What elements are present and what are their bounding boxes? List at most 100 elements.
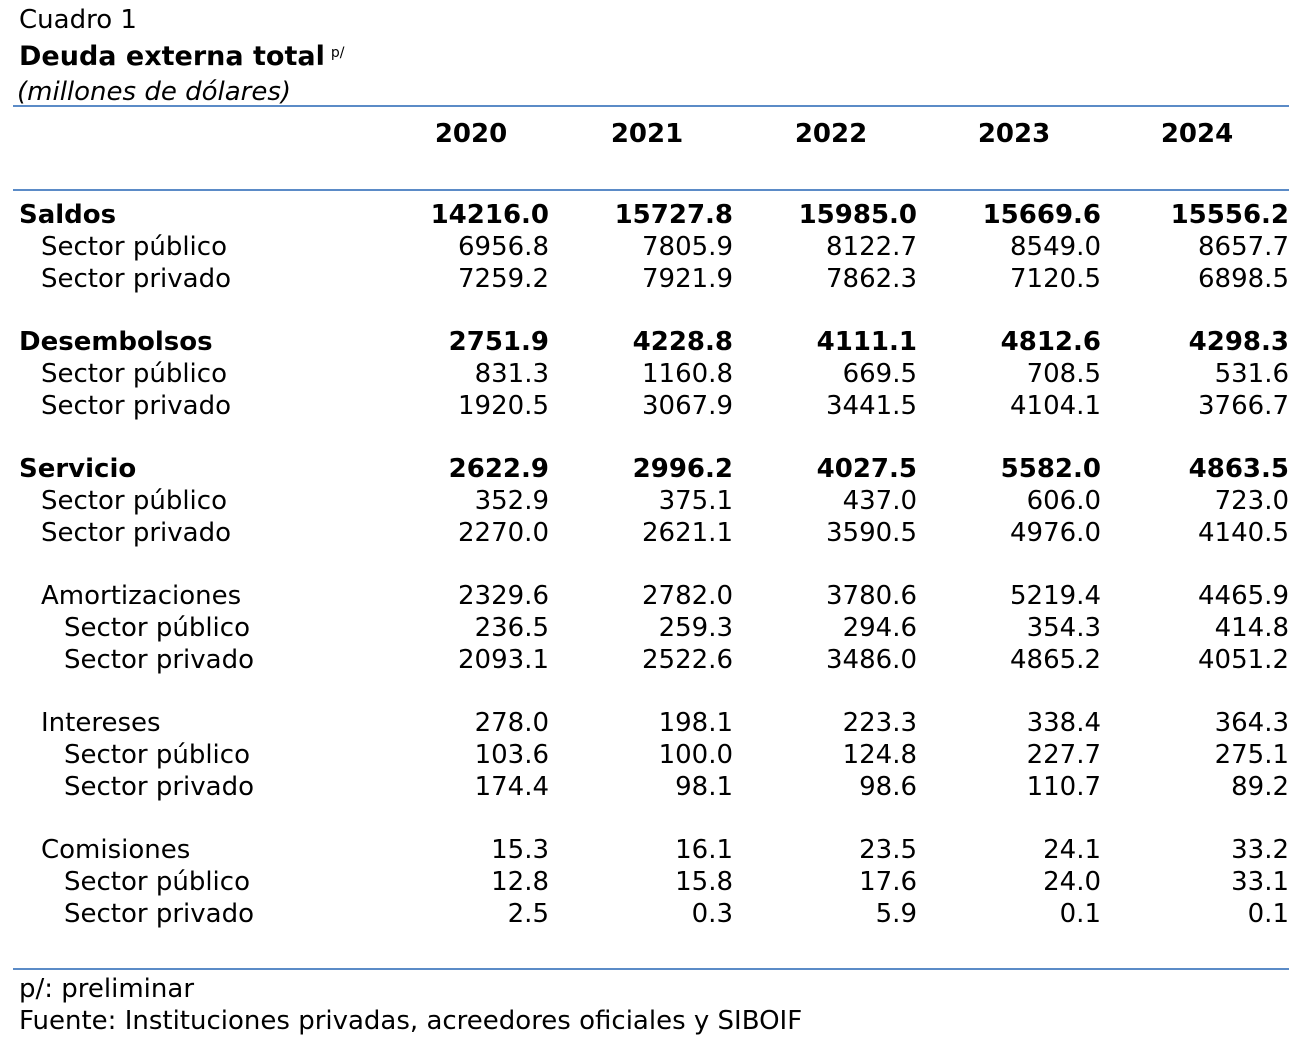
value-cell: 8122.7 xyxy=(826,231,917,262)
row-label: Sector privado xyxy=(41,390,231,421)
value-cell: 8549.0 xyxy=(1010,231,1101,262)
table-row: Desembolsos 2751.9 4228.8 4111.1 4812.6 4298.… xyxy=(13,327,1289,359)
table-row: Sector público 103.6 100.0 124.8 227.7 275.1 xyxy=(13,740,1289,772)
value-cell: 278.0 xyxy=(474,708,549,738)
table-row: Sector privado 7259.2 7921.9 7862.3 7120.5 68… xyxy=(13,264,1289,296)
value-cell: 531.6 xyxy=(1214,358,1289,389)
value-cell: 2.5 xyxy=(507,898,549,929)
value-cell: 669.5 xyxy=(842,358,917,389)
table-row: Sector público 352.9 375.1 437.0 606.0 723.0 xyxy=(13,486,1289,518)
value-cell: 227.7 xyxy=(1026,739,1101,770)
preliminary-note: p/: preliminar xyxy=(19,974,195,1004)
value-cell: 15727.8 xyxy=(614,200,733,230)
value-cell: 437.0 xyxy=(842,485,917,516)
value-cell: 98.6 xyxy=(859,771,917,802)
spacer-cell xyxy=(13,803,1289,835)
value-cell: 198.1 xyxy=(658,708,733,738)
value-cell: 2329.6 xyxy=(458,581,549,611)
debt-table: Saldos 14216.0 15727.8 15985.0 15669.6 15556.… xyxy=(13,200,1289,930)
value-cell: 2751.9 xyxy=(448,327,549,357)
value-cell: 7862.3 xyxy=(826,263,917,294)
row-label: Intereses xyxy=(41,708,161,738)
value-cell: 17.6 xyxy=(859,866,917,897)
value-cell: 15.8 xyxy=(675,866,733,897)
value-cell: 2782.0 xyxy=(642,581,733,611)
table-row: Sector privado 174.4 98.1 98.6 110.7 89.2 xyxy=(13,772,1289,804)
table-row: Sector público 6956.8 7805.9 8122.7 8549.0 86… xyxy=(13,232,1289,264)
column-header: 2024 xyxy=(1160,119,1234,149)
table-row: Comisiones 15.3 16.1 23.5 24.1 33.2 xyxy=(13,835,1289,867)
value-cell: 3441.5 xyxy=(826,390,917,421)
value-cell: 14216.0 xyxy=(430,200,549,230)
value-cell: 2996.2 xyxy=(632,454,733,484)
row-label: Sector privado xyxy=(64,898,254,929)
row-label: Sector público xyxy=(64,612,250,643)
value-cell: 414.8 xyxy=(1214,612,1289,643)
column-header: 2021 xyxy=(610,119,684,149)
spacer-cell xyxy=(13,295,1289,327)
value-cell: 4812.6 xyxy=(1000,327,1101,357)
row-label: Sector público xyxy=(41,358,227,389)
value-cell: 174.4 xyxy=(474,771,549,802)
value-cell: 606.0 xyxy=(1026,485,1101,516)
value-cell: 7805.9 xyxy=(642,231,733,262)
column-headers: 2020 2021 2022 2023 2024 xyxy=(0,117,1312,151)
value-cell: 15985.0 xyxy=(798,200,917,230)
value-cell: 375.1 xyxy=(658,485,733,516)
value-cell: 24.1 xyxy=(1043,835,1101,865)
value-cell: 5.9 xyxy=(875,898,917,929)
value-cell: 7120.5 xyxy=(1010,263,1101,294)
table-row: Sector privado 2270.0 2621.1 3590.5 4976.0 41… xyxy=(13,518,1289,550)
row-label: Sector privado xyxy=(64,644,254,675)
value-cell: 0.1 xyxy=(1059,898,1101,929)
value-cell: 2621.1 xyxy=(642,517,733,548)
spacer-row xyxy=(13,676,1289,708)
value-cell: 0.3 xyxy=(691,898,733,929)
value-cell: 3486.0 xyxy=(826,644,917,675)
value-cell: 364.3 xyxy=(1214,708,1289,738)
value-cell: 4111.1 xyxy=(816,327,917,357)
header-rule xyxy=(13,189,1289,191)
column-header: 2023 xyxy=(977,119,1051,149)
value-cell: 2093.1 xyxy=(458,644,549,675)
table-title-text: Deuda externa total xyxy=(19,41,325,72)
value-cell: 24.0 xyxy=(1043,866,1101,897)
table-notes: p/: preliminar Fuente: Instituciones pri… xyxy=(19,973,802,1037)
value-cell: 8657.7 xyxy=(1198,231,1289,262)
table-row: Sector privado 1920.5 3067.9 3441.5 4104.1 37… xyxy=(13,391,1289,423)
row-label: Sector público xyxy=(41,231,227,262)
value-cell: 4298.3 xyxy=(1188,327,1289,357)
value-cell: 4228.8 xyxy=(632,327,733,357)
value-cell: 4465.9 xyxy=(1198,581,1289,611)
value-cell: 4865.2 xyxy=(1010,644,1101,675)
value-cell: 124.8 xyxy=(842,739,917,770)
value-cell: 2270.0 xyxy=(458,517,549,548)
value-cell: 15669.6 xyxy=(982,200,1101,230)
value-cell: 98.1 xyxy=(675,771,733,802)
value-cell: 6898.5 xyxy=(1198,263,1289,294)
spacer-row xyxy=(13,803,1289,835)
spacer-cell xyxy=(13,676,1289,708)
table-units: (millones de dólares) xyxy=(17,77,292,107)
row-label: Sector privado xyxy=(41,263,231,294)
row-label: Saldos xyxy=(19,200,117,230)
value-cell: 7921.9 xyxy=(642,263,733,294)
value-cell: 6956.8 xyxy=(458,231,549,262)
table-number: Cuadro 1 xyxy=(19,5,137,35)
value-cell: 3067.9 xyxy=(642,390,733,421)
value-cell: 2622.9 xyxy=(448,454,549,484)
value-cell: 16.1 xyxy=(675,835,733,865)
value-cell: 1160.8 xyxy=(642,358,733,389)
value-cell: 15.3 xyxy=(491,835,549,865)
value-cell: 33.1 xyxy=(1231,866,1289,897)
table-row: Sector privado 2093.1 2522.6 3486.0 4865.2 40… xyxy=(13,645,1289,677)
value-cell: 3780.6 xyxy=(826,581,917,611)
value-cell: 12.8 xyxy=(491,866,549,897)
table-body: Saldos 14216.0 15727.8 15985.0 15669.6 15556.… xyxy=(13,200,1289,930)
value-cell: 4140.5 xyxy=(1198,517,1289,548)
value-cell: 103.6 xyxy=(474,739,549,770)
table-row: Sector público 236.5 259.3 294.6 354.3 414.8 xyxy=(13,613,1289,645)
value-cell: 3590.5 xyxy=(826,517,917,548)
top-rule xyxy=(13,105,1289,107)
value-cell: 223.3 xyxy=(842,708,917,738)
